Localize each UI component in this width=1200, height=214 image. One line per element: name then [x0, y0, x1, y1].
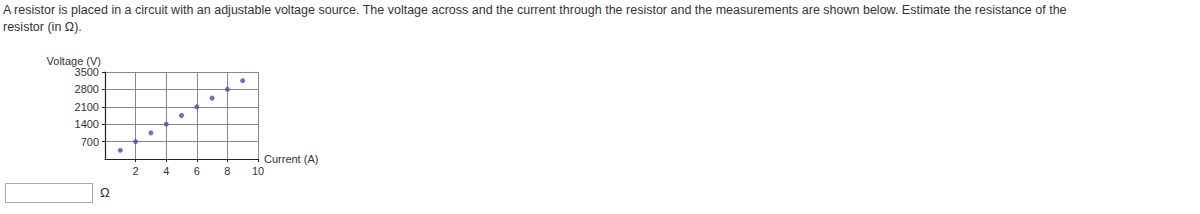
svg-text:2800: 2800 [75, 83, 99, 95]
svg-text:1400: 1400 [75, 118, 99, 130]
svg-text:6: 6 [194, 165, 200, 177]
svg-text:Voltage (V): Voltage (V) [47, 55, 101, 67]
html-text:Ω: Ω [100, 185, 110, 200]
svg-text:8: 8 [224, 165, 230, 177]
svg-text:4: 4 [163, 165, 169, 177]
svg-text:10: 10 [252, 165, 264, 177]
html-text:A resistor is placed in a circ: A resistor is placed in a circuit with a… [3, 3, 1067, 17]
svg-text:2100: 2100 [75, 101, 99, 113]
svg-text:700: 700 [81, 136, 99, 148]
html-text:resistor (in Ω).: resistor (in Ω). [3, 20, 82, 34]
svg-text:Current (A): Current (A) [264, 153, 318, 165]
svg-text:3500: 3500 [75, 66, 99, 78]
svg-text:2: 2 [133, 165, 139, 177]
